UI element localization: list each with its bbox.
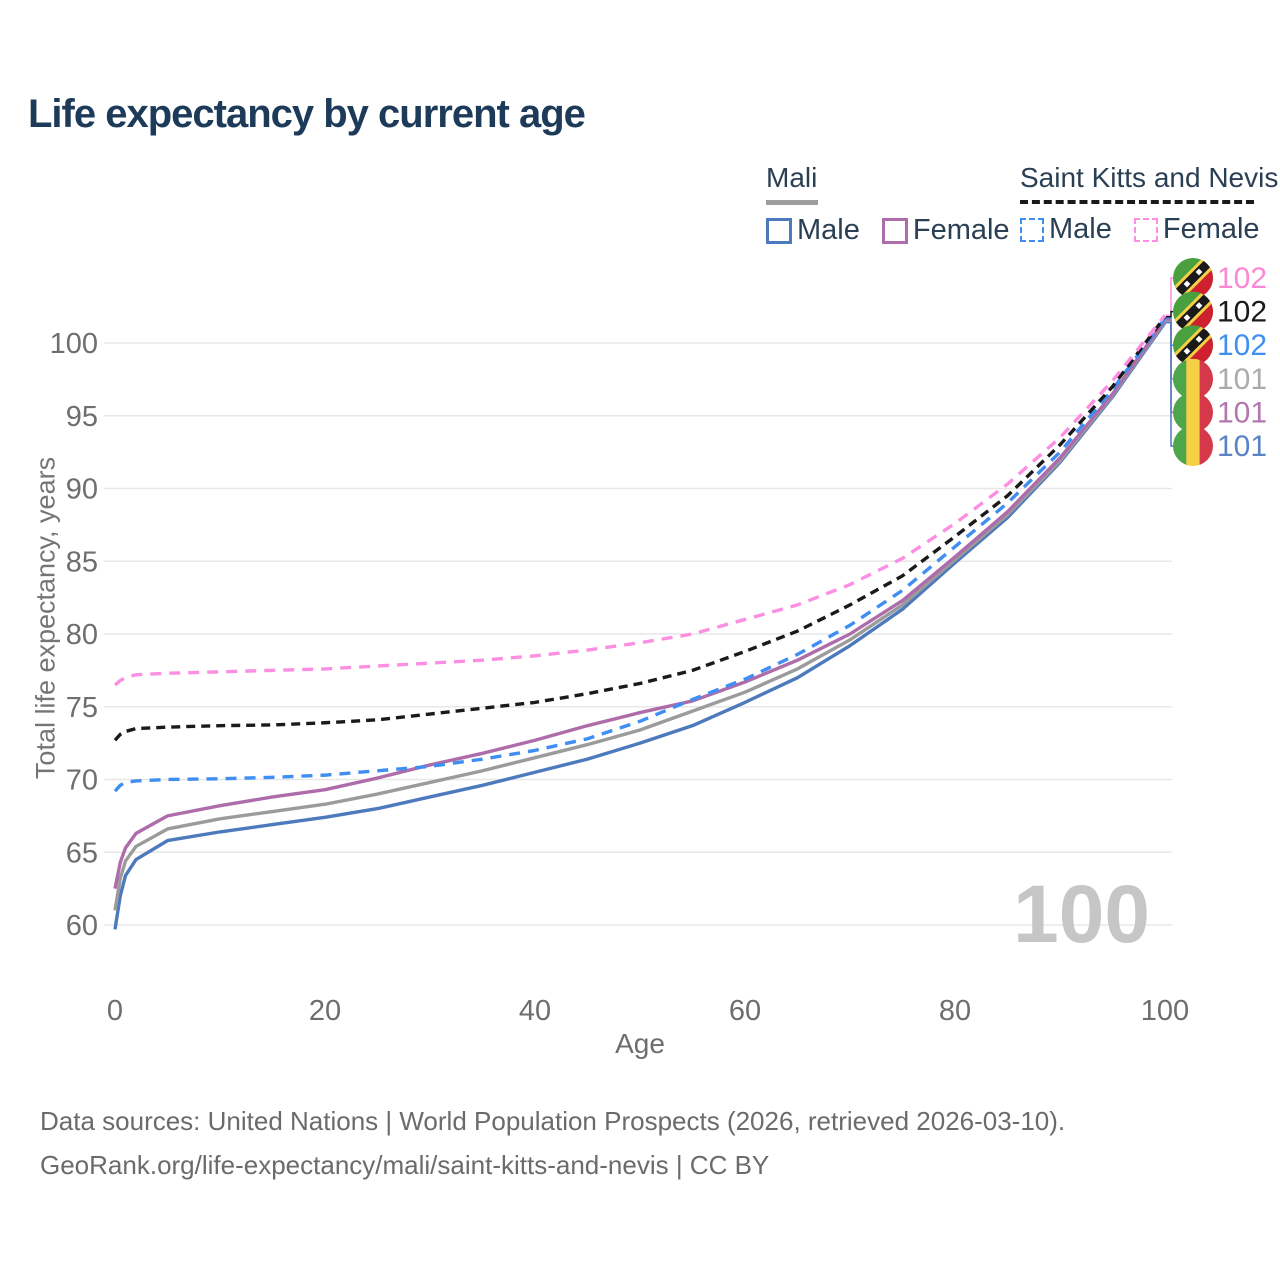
- label-connector: [1166, 318, 1174, 414]
- end-value-label-skn_male: 102: [1217, 329, 1267, 362]
- legend-item-skn-female[interactable]: Female: [1133, 213, 1260, 246]
- line-skn_female: [113, 314, 1167, 687]
- legend-header-saint-kitts-and-nevis[interactable]: Saint Kitts and Nevis: [1020, 162, 1280, 204]
- y-tick-label: 70: [66, 765, 98, 797]
- x-tick-label: 20: [309, 995, 341, 1027]
- line-skn_both: [113, 315, 1167, 742]
- mali-male-swatch: [766, 217, 792, 244]
- footer-data-sources: Data sources: United Nations | World Pop…: [40, 1106, 1066, 1136]
- legend-title-saint-kitts-and-nevis: Saint Kitts and Nevis: [1020, 162, 1279, 193]
- y-tick-label: 75: [66, 692, 98, 724]
- legend-item-mali-male[interactable]: Male: [766, 214, 860, 247]
- line-skn_male: [113, 317, 1167, 793]
- legend-label-mali-female: Female: [912, 214, 1010, 246]
- line-mali_female: [113, 318, 1167, 889]
- x-tick-label: 80: [939, 995, 971, 1027]
- mali-female-swatch: [881, 217, 908, 244]
- y-axis-title: Total life expectancy, years: [30, 456, 61, 780]
- mali-both-line-swatch: [766, 200, 818, 205]
- gridlines: 60 65 70 75 80 85 90 95 100 0 20 40 60 80 100: [50, 328, 1190, 1027]
- skn-both-line-swatch: [1020, 200, 1254, 204]
- legend-label-skn-male: Male: [1049, 213, 1112, 245]
- skn-male-swatch: [1020, 217, 1044, 242]
- legend-label-skn-female: Female: [1162, 213, 1260, 245]
- saint-kitts-nevis-flag-icon: [1173, 291, 1213, 332]
- skn-female-swatch: [1133, 217, 1158, 242]
- end-value-label-skn_both: 102: [1217, 296, 1267, 329]
- footer-attribution: GeoRank.org/life-expectancy/mali/saint-k…: [40, 1150, 770, 1180]
- label-connector: [1166, 310, 1174, 318]
- y-tick-label: 80: [66, 619, 98, 651]
- mali-flag-icon: [1173, 426, 1213, 466]
- y-tick-label: 95: [66, 401, 98, 433]
- legend-group-mali: Mali Male Female: [766, 162, 1032, 247]
- saint-kitts-nevis-flag-icon: [1173, 258, 1213, 298]
- legend-header-mali[interactable]: Mali: [766, 162, 1032, 205]
- x-tick-label: 40: [519, 995, 551, 1027]
- mali-flag-icon: [1173, 392, 1213, 433]
- x-tick-label: 60: [729, 995, 761, 1027]
- saint-kitts-nevis-flag-icon: [1173, 325, 1213, 366]
- end-value-label-mali_female: 101: [1217, 396, 1267, 429]
- x-tick-label: 0: [107, 995, 123, 1027]
- y-tick-label: 65: [66, 837, 98, 869]
- y-tick-label: 60: [66, 910, 98, 942]
- line-mali_both: [113, 320, 1167, 911]
- legend-item-mali-female[interactable]: Female: [881, 214, 1010, 247]
- end-value-label-mali_male: 101: [1217, 430, 1267, 463]
- end-value-label-mali_both: 101: [1217, 363, 1267, 396]
- legend-label-mali-male: Male: [797, 214, 860, 246]
- legend-group-saint-kitts-and-nevis: Saint Kitts and Nevis Male Female: [1020, 162, 1280, 246]
- label-connector: [1166, 277, 1174, 317]
- mali-flag-icon: [1173, 358, 1213, 399]
- label-connector: [1166, 321, 1174, 447]
- line-mali_male: [113, 321, 1167, 930]
- y-tick-label: 85: [66, 546, 98, 578]
- y-tick-label: 90: [66, 474, 98, 506]
- page-title: Life expectancy by current age: [28, 92, 586, 136]
- age-watermark: 100: [1013, 869, 1150, 960]
- legend-title-mali: Mali: [766, 162, 818, 193]
- footer: Data sources: United Nations | World Pop…: [40, 1106, 1065, 1194]
- legend-item-skn-male[interactable]: Male: [1020, 213, 1112, 246]
- label-connector: [1166, 320, 1174, 380]
- end-value-label-skn_female: 102: [1217, 262, 1267, 295]
- x-tick-label: 100: [1141, 995, 1189, 1027]
- x-axis-title: Age: [615, 1028, 665, 1059]
- y-tick-label: 100: [50, 328, 98, 360]
